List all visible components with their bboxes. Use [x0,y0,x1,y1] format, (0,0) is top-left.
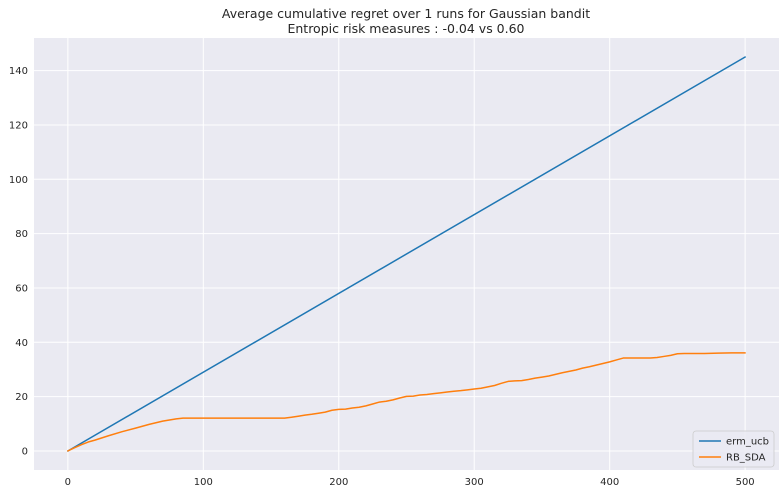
legend-box [692,430,775,468]
chart-title: Average cumulative regret over 1 runs fo… [222,6,590,21]
tick-labels: 0 100 200 300 400 500 0 20 40 60 80 100 120 140 [9,66,755,488]
chart-subtitle: Entropic risk measures : -0.04 vs 0.60 [287,21,524,36]
legend-label-erm-ucb: erm_ucb [726,437,769,448]
y-tick-label: 120 [9,120,28,131]
x-tick-label: 0 [65,477,71,488]
y-tick-label: 100 [9,175,28,186]
y-tick-label: 80 [15,229,28,240]
legend-label-rb-sda: RB_SDA [726,453,766,464]
x-tick-label: 400 [600,477,619,488]
x-tick-label: 200 [329,477,348,488]
series-line-rb-sda [67,352,746,452]
x-tick-label: 100 [194,477,213,488]
series-lines [67,56,746,452]
y-tick-label: 140 [9,66,28,77]
legend: erm_ucb RB_SDA [692,430,775,468]
y-tick-label: 60 [15,283,28,294]
series-line-erm-ucb [67,56,746,452]
x-tick-label: 300 [465,477,484,488]
x-tick-label: 500 [736,477,755,488]
y-tick-label: 40 [15,338,28,349]
y-tick-label: 20 [15,392,28,403]
y-tick-label: 0 [22,446,28,457]
